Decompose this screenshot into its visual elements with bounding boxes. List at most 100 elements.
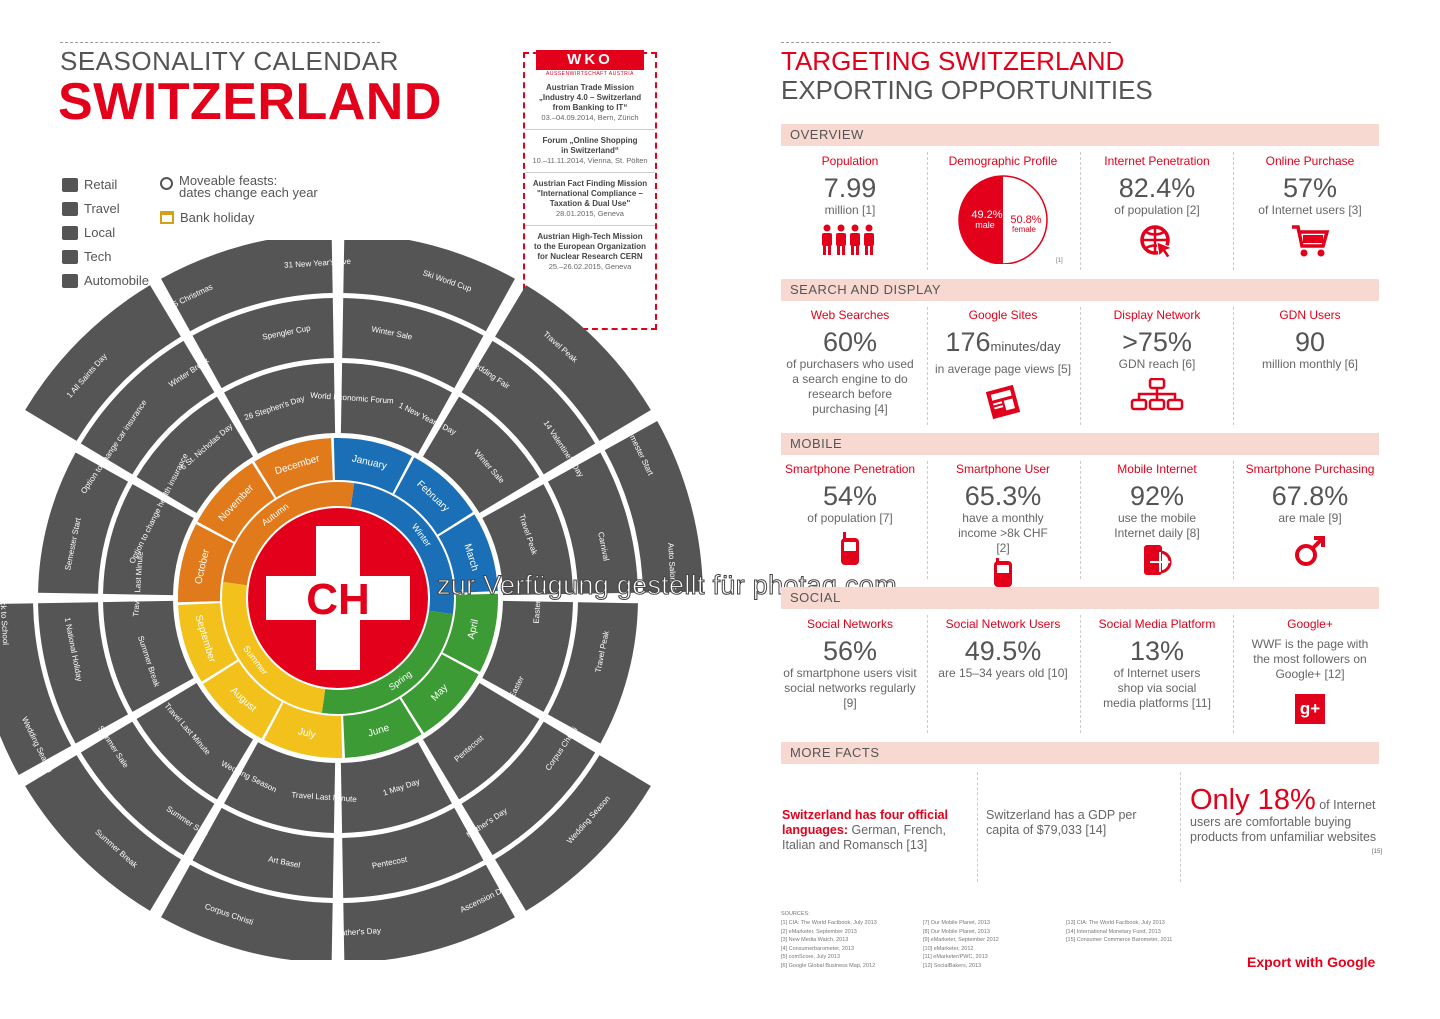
- event-ring-segment: [340, 363, 452, 454]
- calendar-icon: [160, 211, 174, 224]
- fact-gdp: Switzerland has a GDP per capita of $79,…: [986, 808, 1137, 837]
- stat-sub: million monthly [6]: [1261, 357, 1359, 371]
- legend-local: Local: [62, 225, 115, 240]
- stat-title: Display Network: [1113, 308, 1201, 322]
- right-title-rule: [781, 42, 1111, 43]
- fact-highlight: Switzerland has four official languages:: [782, 808, 948, 837]
- sources-title: SOURCES:: [781, 911, 810, 917]
- event-label: Back to School: [0, 592, 10, 646]
- sources-col-2: [7] Our Mobile Planet, 2013 [8] Our Mobil…: [923, 920, 999, 969]
- event-ring-segment: [422, 396, 540, 514]
- season-segment: [321, 610, 453, 714]
- stat-title: Google Sites: [968, 308, 1038, 322]
- stat-value: 92%: [1129, 481, 1185, 511]
- event-ring-segment: [161, 864, 333, 960]
- column-divider: [1233, 615, 1234, 733]
- stat-demographic: Demographic Profile 49.2% male 50.8% fem…: [928, 154, 1078, 264]
- fact-text: of Internet: [1319, 798, 1376, 812]
- section-mobile: MOBILE: [781, 433, 1379, 455]
- month-segment: [438, 514, 498, 593]
- stat-smartphone-purchasing: Smartphone Purchasing 67.8% are male [9]: [1235, 462, 1385, 568]
- title-rule: [60, 42, 380, 43]
- fact-languages: Switzerland has four official languages:…: [782, 808, 962, 853]
- stat-value: 56%: [822, 636, 878, 666]
- stat-title: Mobile Internet: [1117, 462, 1197, 476]
- ref: [1]: [1056, 258, 1063, 264]
- stat-web-searches: Web Searches 60% of purchasers who used …: [775, 308, 925, 417]
- event-ring-segment: [224, 363, 336, 454]
- wko-event: Austrian Fact Finding Mission "Internatio…: [525, 173, 655, 226]
- column-divider: [927, 615, 928, 733]
- month-segment: [442, 593, 498, 672]
- stat-title: Online Purchase: [1265, 154, 1355, 168]
- wko-subtitle: AUSSENWIRTSCHAFT AUSTRIA: [546, 71, 634, 77]
- male-symbol-icon: [1295, 536, 1325, 566]
- network-icon: [1130, 378, 1184, 411]
- event-ring-segment: [161, 240, 333, 332]
- male-label: male: [975, 220, 995, 230]
- month-segment: [394, 457, 473, 535]
- title-small: SEASONALITY CALENDAR: [60, 46, 399, 76]
- stat-title: Internet Penetration: [1104, 154, 1210, 168]
- month-segment: [264, 702, 343, 759]
- female-pct: 50.8%: [1010, 214, 1041, 226]
- event-ring-segment: [422, 682, 540, 800]
- stat-title: Smartphone User: [955, 462, 1051, 476]
- parking-icon: [62, 273, 78, 288]
- stat-value: 176minutes/day: [928, 327, 1078, 362]
- column-divider: [1080, 307, 1081, 425]
- event-ring-segment: [224, 742, 336, 833]
- event-label: Father's Day: [336, 926, 382, 938]
- fact-text: German, French, Italian and Romansch [13…: [782, 823, 946, 852]
- right-title-1: TARGETING SWITZERLAND: [781, 46, 1125, 76]
- fact-text: users are comfortable buying products fr…: [1190, 815, 1377, 844]
- stat-sub: of population [2]: [1114, 203, 1200, 217]
- month-label: July: [297, 726, 317, 741]
- month-segment: [401, 654, 479, 733]
- column-divider: [1180, 772, 1181, 882]
- month-segment: [203, 661, 282, 739]
- stat-title: Social Network Users: [945, 617, 1061, 631]
- column-divider: [927, 461, 928, 579]
- mobile-phone-icon: [994, 558, 1012, 587]
- stat-unit: minutes/day: [990, 339, 1061, 354]
- event-ring-segment: [38, 602, 129, 744]
- event-label: 31 New Year's Eve: [284, 257, 352, 270]
- stat-value: 90: [1294, 327, 1326, 357]
- stat-sub: of purchasers who used a search engine t…: [786, 357, 914, 416]
- event-ring-segment: [604, 421, 703, 593]
- month-label: April: [466, 618, 481, 640]
- section-social: SOCIAL: [781, 587, 1379, 609]
- stat-population: Population 7.99 million [1]: [775, 154, 925, 256]
- season-segment: [223, 482, 355, 586]
- legend-moveable: Moveable feasts: dates change each year: [160, 174, 318, 199]
- sources-col-1: [1] CIA: The World Factbook, July 2013 [2…: [781, 920, 877, 969]
- newspaper-icon: [985, 384, 1021, 420]
- stat-sub: WWF is the page with the most followers …: [1251, 637, 1369, 681]
- female-label: female: [1012, 225, 1037, 234]
- clock-icon: [160, 177, 173, 190]
- legend-automobile: Automobile: [62, 273, 149, 288]
- stat-sub: are 15–34 years old [10]: [938, 666, 1068, 680]
- event-ring-segment: [343, 864, 515, 960]
- event-ring-segment: [192, 807, 334, 898]
- stat-value: 7.99: [823, 173, 877, 203]
- fact-highlight: Only 18%: [1190, 784, 1316, 816]
- event-label: Easter: [532, 600, 543, 624]
- event-ring-segment: [25, 285, 181, 441]
- people-icon: [822, 224, 874, 255]
- event-ring-segment: [136, 396, 254, 514]
- month-segment: [333, 438, 412, 494]
- event-ring-segment: [192, 298, 334, 389]
- stat-title: Demographic Profile: [948, 154, 1058, 168]
- stat-title: Social Networks: [806, 617, 894, 631]
- column-divider: [1233, 461, 1234, 579]
- stat-value: 49.5%: [964, 636, 1042, 666]
- stat-sub: million [1]: [824, 203, 876, 217]
- mobile-phone-icon: [841, 532, 859, 565]
- house-icon: [62, 225, 78, 240]
- stat-value: 82.4%: [1118, 173, 1196, 203]
- event-ring-segment: [482, 600, 573, 712]
- stat-gdn-users: GDN Users 90 million monthly [6]: [1235, 308, 1385, 372]
- legend-label: Retail: [84, 177, 118, 192]
